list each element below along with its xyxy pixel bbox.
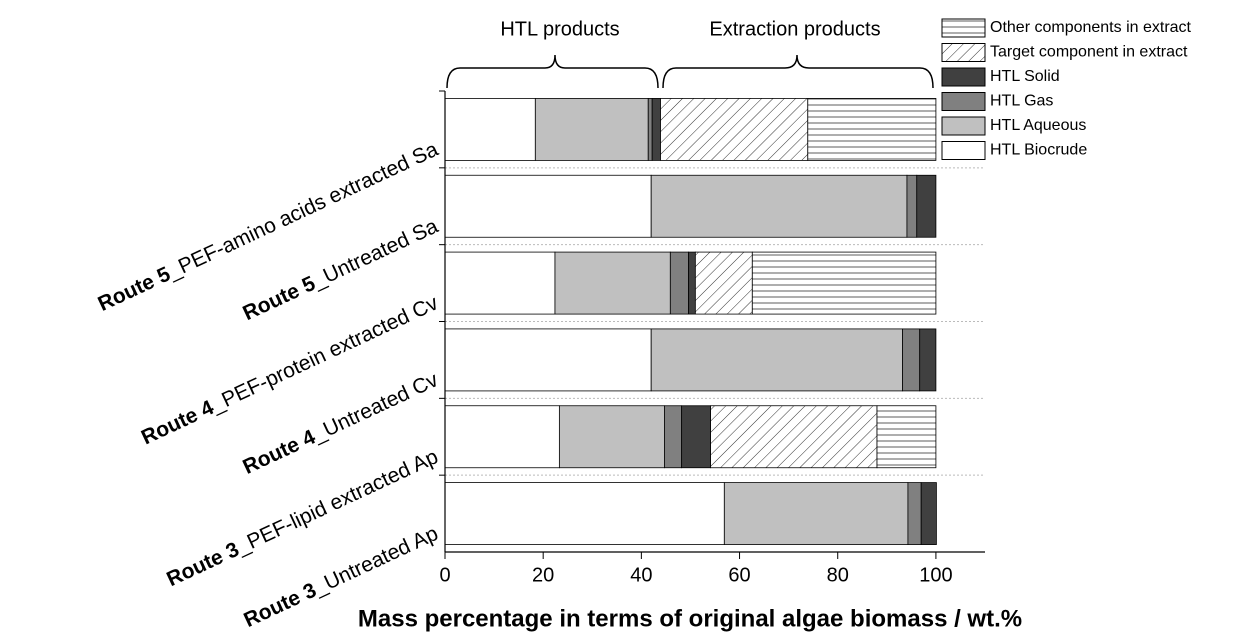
x-tick-label: 20 xyxy=(532,564,554,586)
x-tick-label: 100 xyxy=(919,564,952,586)
x-tick-label: 60 xyxy=(728,564,750,586)
bar-segment xyxy=(444,328,652,392)
legend-swatch xyxy=(941,18,986,38)
category-label: Route 4_PEF-protein extracted Cv xyxy=(138,291,442,449)
category-route: Route 5 xyxy=(239,271,319,325)
bar-segment xyxy=(876,405,937,469)
bar-segment xyxy=(534,98,649,161)
annotation: Extraction products xyxy=(709,18,880,40)
bar-segment xyxy=(723,482,909,545)
legend-label: HTL Biocrude xyxy=(990,142,1087,159)
legend-label: HTL Gas xyxy=(990,93,1053,110)
brace xyxy=(662,54,934,89)
brace xyxy=(446,54,659,89)
bar-segment xyxy=(688,251,696,315)
category-route: Route 3 xyxy=(240,578,320,631)
legend-swatch xyxy=(941,116,986,136)
bar-segment xyxy=(919,328,937,392)
x-tick-label: 0 xyxy=(439,564,450,586)
legend-label: Other components in extract xyxy=(990,19,1192,36)
bar-segment xyxy=(669,251,689,315)
x-tick-label: 40 xyxy=(630,564,652,586)
bar-segment xyxy=(807,98,937,161)
bar-segment xyxy=(651,98,661,161)
bar-segment xyxy=(710,405,878,469)
bar-segment xyxy=(558,405,665,469)
x-axis-label: Mass percentage in terms of original alg… xyxy=(358,605,1022,632)
bar-segment xyxy=(650,174,908,238)
bar-segment xyxy=(650,328,903,392)
bar-segment xyxy=(694,251,753,315)
annotation: HTL products xyxy=(500,18,619,40)
bar-segment xyxy=(920,482,937,545)
category-route: Route 3 xyxy=(163,537,243,590)
bar-segment xyxy=(681,405,711,469)
category-name: _Untreated Cv xyxy=(308,368,442,447)
x-tick-label: 80 xyxy=(827,564,849,586)
category-name: _Untreated Sa xyxy=(308,214,442,293)
category-name: _PEF-amino acids extracted Sa xyxy=(163,137,442,283)
bar-segment xyxy=(444,251,556,315)
category-label: Route 3_PEF-lipid extracted Ap xyxy=(163,445,441,591)
category-route: Route 4 xyxy=(138,395,218,449)
legend-label: HTL Solid xyxy=(990,68,1060,85)
category-route: Route 4 xyxy=(239,425,319,479)
category-route: Route 5 xyxy=(94,262,174,316)
bar-segment xyxy=(444,98,536,161)
bar-segment xyxy=(554,251,671,315)
bar-segment xyxy=(660,98,809,161)
legend-swatch xyxy=(941,67,986,87)
legend-swatch xyxy=(941,92,986,111)
bar-segment xyxy=(647,98,653,161)
legend-swatch xyxy=(941,43,986,62)
bar-segment xyxy=(902,328,921,392)
bar-segment xyxy=(444,174,652,238)
bar-segment xyxy=(751,251,937,315)
bar-segment xyxy=(444,482,725,545)
bar-segment xyxy=(444,405,560,469)
bar-segment xyxy=(907,482,922,545)
category-name: _Untreated Ap xyxy=(309,522,441,600)
category-label: Route 5_PEF-amino acids extracted Sa xyxy=(94,137,441,315)
bar-segment xyxy=(916,174,937,238)
legend-label: Target component in extract xyxy=(990,44,1188,61)
legend-label: HTL Aqueous xyxy=(990,117,1086,134)
legend-swatch xyxy=(941,141,986,160)
bar-segment xyxy=(906,174,918,238)
bar-segment xyxy=(664,405,683,469)
